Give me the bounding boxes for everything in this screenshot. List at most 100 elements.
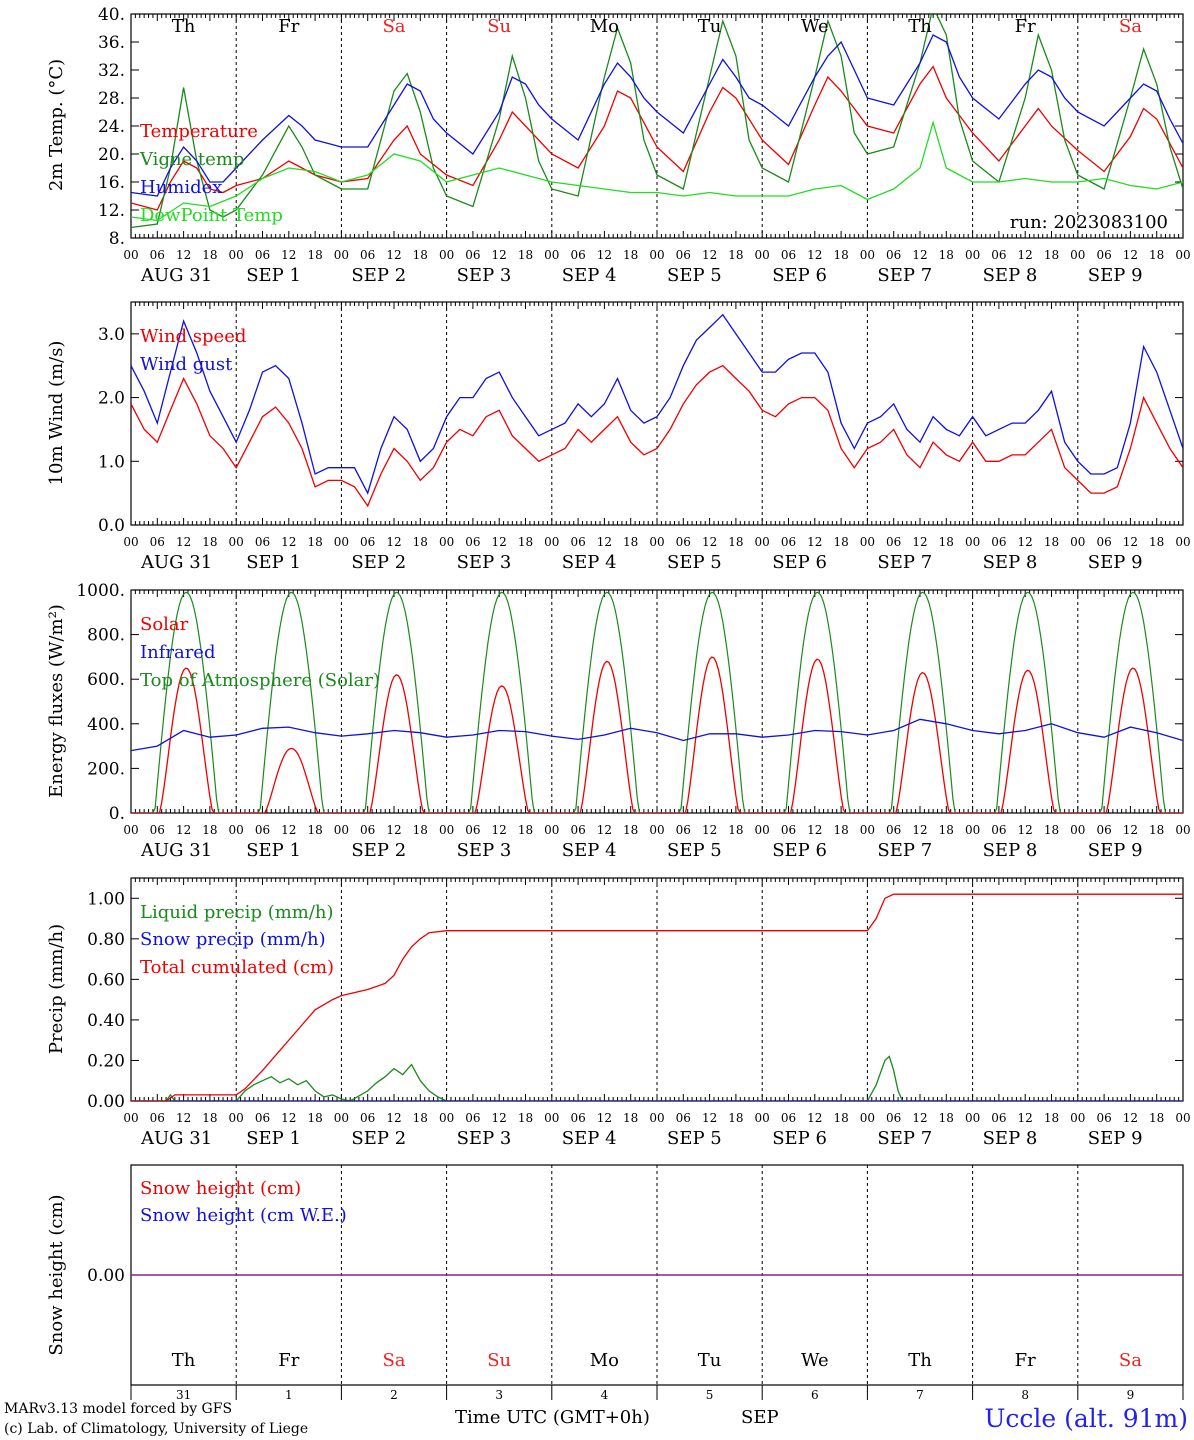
hour-tick-label: 00 <box>544 1111 559 1125</box>
hour-tick-label: 06 <box>570 248 585 262</box>
hour-tick-label: 00 <box>439 1111 454 1125</box>
hour-tick-label: 18 <box>1149 248 1164 262</box>
hour-tick-label: 00 <box>334 1111 349 1125</box>
hour-tick-label: 06 <box>150 535 165 549</box>
panel-frame <box>130 301 1184 526</box>
hour-tick-label: 06 <box>255 535 270 549</box>
hour-tick-label: 18 <box>202 823 217 837</box>
hour-tick-label: 00 <box>755 535 770 549</box>
hour-tick-label: 06 <box>150 1111 165 1125</box>
day-number-label: 31 <box>176 1388 191 1402</box>
date-label: SEP 6 <box>772 265 827 286</box>
date-label: SEP 8 <box>983 840 1038 861</box>
date-label: SEP 6 <box>772 1128 827 1149</box>
hour-tick-label: 12 <box>1123 823 1138 837</box>
hour-tick-label: 06 <box>886 248 901 262</box>
y-tick-label: 0.00 <box>87 1092 125 1112</box>
hour-tick-label: 12 <box>492 248 507 262</box>
y-axis-label: 2m Temp. (°C) <box>46 59 67 191</box>
hour-tick-label: 12 <box>702 1111 717 1125</box>
infrared-line <box>131 718 1183 752</box>
hour-tick-label: 00 <box>755 248 770 262</box>
legend-entry: Solar <box>140 614 189 635</box>
y-tick-label: 1000. <box>76 581 125 601</box>
date-label: SEP 6 <box>772 552 827 573</box>
y-tick-label: 40. <box>98 5 125 25</box>
hour-tick-label: 12 <box>176 1111 191 1125</box>
hour-tick-label: 06 <box>676 248 691 262</box>
blue-series-line <box>131 34 1183 197</box>
hour-tick-label: 06 <box>886 1111 901 1125</box>
hour-tick-label: 06 <box>150 248 165 262</box>
red-series-line <box>131 65 1183 211</box>
y-tick-label: 0.20 <box>87 1051 125 1071</box>
weekday-label: Sa <box>1119 16 1142 37</box>
panels-layer: 8.12.16.20.24.28.32.36.40.2m Temp. (°C) T… <box>46 5 1191 1402</box>
hour-tick-label: 12 <box>492 535 507 549</box>
hour-tick-label: 06 <box>886 535 901 549</box>
hour-tick-label: 06 <box>570 1111 585 1125</box>
hour-tick-label: 00 <box>755 823 770 837</box>
hour-tick-label: 06 <box>781 248 796 262</box>
hour-tick-label: 06 <box>676 535 691 549</box>
weekday-label: Sa <box>382 16 405 37</box>
hour-tick-label: 00 <box>649 535 664 549</box>
hour-tick-label: 00 <box>229 1111 244 1125</box>
legend-entry: Snow height (cm) <box>140 1178 301 1199</box>
weekday-label: Fr <box>278 16 299 37</box>
date-label: SEP 7 <box>877 840 932 861</box>
hour-tick-label: 06 <box>1096 248 1111 262</box>
date-label: SEP 2 <box>351 840 406 861</box>
hour-tick-label: 18 <box>1149 1111 1164 1125</box>
date-label: SEP 8 <box>983 1128 1038 1149</box>
date-label: SEP 1 <box>246 265 301 286</box>
weekday-label: Sa <box>1119 1350 1142 1371</box>
hour-tick-label: 06 <box>465 823 480 837</box>
y-tick-label: 0.60 <box>87 970 125 990</box>
hour-tick-label: 00 <box>1070 1111 1085 1125</box>
weekday-label: Fr <box>1015 16 1036 37</box>
hour-tick-label: 18 <box>518 535 533 549</box>
hour-tick-label: 18 <box>307 823 322 837</box>
hour-tick-label: 18 <box>413 535 428 549</box>
y-tick-label: 3.0 <box>98 325 125 345</box>
toa-solar-line <box>131 591 1183 813</box>
y-tick-label: 24. <box>98 117 125 137</box>
hour-tick-label: 00 <box>334 248 349 262</box>
hour-tick-label: 12 <box>1018 823 1033 837</box>
hour-tick-label: 18 <box>939 248 954 262</box>
hour-tick-label: 06 <box>781 1111 796 1125</box>
date-label: SEP 9 <box>1088 840 1143 861</box>
hour-tick-label: 12 <box>597 1111 612 1125</box>
weekday-label: Fr <box>1015 1350 1036 1371</box>
date-label: AUG 31 <box>140 1128 212 1149</box>
plot-area <box>131 591 1183 813</box>
hour-tick-label: 18 <box>518 1111 533 1125</box>
date-label: SEP 5 <box>667 840 722 861</box>
y-axis-label: 10m Wind (m/s) <box>46 341 67 486</box>
hour-tick-label: 18 <box>307 535 322 549</box>
hour-tick-label: 06 <box>255 823 270 837</box>
hour-tick-label: 12 <box>1018 1111 1033 1125</box>
hour-tick-label: 12 <box>386 823 401 837</box>
hour-tick-label: 06 <box>150 823 165 837</box>
date-label: SEP 4 <box>562 552 617 573</box>
legend-entry: DewPoint Temp <box>140 205 283 226</box>
hour-tick-label: 12 <box>912 1111 927 1125</box>
hour-tick-label: 18 <box>939 823 954 837</box>
hour-tick-label: 00 <box>1070 823 1085 837</box>
panel-precip: 0.00 0.20 0.40 0.60 0.80 1.00 Precip (mm/h) Liq… <box>46 877 1191 1149</box>
hour-tick-label: 06 <box>465 248 480 262</box>
hour-tick-label: 06 <box>991 535 1006 549</box>
hour-tick-label: 12 <box>912 823 927 837</box>
weekday-label: Tu <box>698 16 722 37</box>
hour-tick-label: 12 <box>807 823 822 837</box>
day-number-label: 2 <box>390 1388 398 1402</box>
hour-tick-label: 06 <box>465 535 480 549</box>
hour-tick-label: 00 <box>965 1111 980 1125</box>
panel-wind: 0.0 1.0 2.0 3.0 10m Wind (m/s) Wind speed Wind… <box>46 301 1191 573</box>
hour-tick-label: 18 <box>728 535 743 549</box>
solar-line <box>131 656 1183 813</box>
hour-tick-label: 18 <box>307 1111 322 1125</box>
y-tick-label: 800. <box>87 626 125 646</box>
